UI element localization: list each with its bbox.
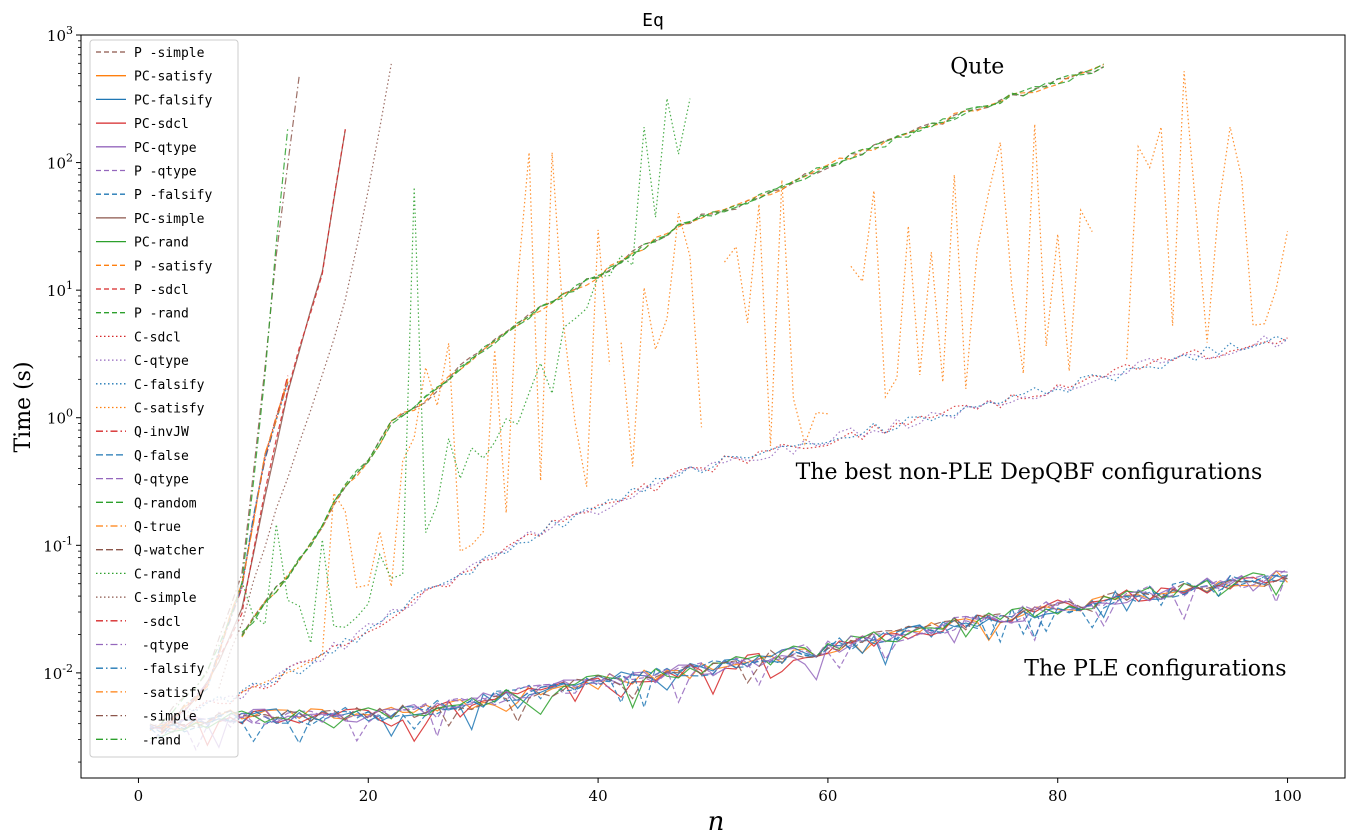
legend-label: P -rand bbox=[134, 307, 189, 322]
series-line-15 bbox=[241, 71, 1289, 693]
series-line-21 bbox=[149, 577, 1288, 729]
x-tick-label: 80 bbox=[1048, 787, 1067, 805]
legend-label: C-satisfy bbox=[134, 402, 205, 417]
legend-label: PC-simple bbox=[134, 212, 205, 227]
series-line-18 bbox=[149, 572, 1289, 739]
series-line-9 bbox=[241, 64, 1104, 638]
legend-label: C-rand bbox=[134, 567, 181, 582]
x-tick-label: 100 bbox=[1273, 787, 1302, 805]
chart-title: Eq bbox=[642, 10, 664, 31]
plot-frame bbox=[80, 34, 1346, 779]
legend-label: Q-true bbox=[134, 520, 181, 535]
annotation-0: Qute bbox=[950, 54, 1004, 79]
series-line-13 bbox=[172, 334, 1288, 720]
y-tick-label: 10-2 bbox=[43, 662, 73, 683]
series-line-3 bbox=[149, 574, 1288, 747]
plot-lines bbox=[149, 63, 1289, 752]
legend-label: Q-watcher bbox=[134, 544, 205, 559]
y-tick-label: 10-1 bbox=[43, 534, 73, 555]
legend-label: PC-rand bbox=[134, 236, 189, 251]
legend-label: P -simple bbox=[134, 46, 205, 61]
legend-label: Q-random bbox=[134, 496, 197, 511]
legend-label: C-simple bbox=[134, 591, 197, 606]
legend-box bbox=[89, 39, 239, 758]
annotation-1: The best non-PLE DepQBF configurations bbox=[796, 460, 1263, 485]
legend-label: -simple bbox=[134, 710, 197, 725]
legend-label: PC-qtype bbox=[134, 141, 197, 156]
x-axis-label: n bbox=[708, 807, 725, 837]
series-line-23 bbox=[218, 63, 392, 689]
y-tick-label: 101 bbox=[47, 279, 73, 300]
series-line-19 bbox=[241, 63, 1104, 633]
y-axis-label: Time (s) bbox=[11, 361, 36, 452]
series-line-12 bbox=[172, 337, 1288, 721]
legend-label: PC-sdcl bbox=[134, 117, 189, 132]
legend-label: C-falsify bbox=[134, 378, 205, 393]
legend-label: Q-false bbox=[134, 449, 189, 464]
legend-label: -satisfy bbox=[134, 686, 205, 701]
legend: P -simple PC-satisfy PC-falsify PC-sdcl PC-q… bbox=[89, 39, 239, 758]
legend-label: Q-invJW bbox=[134, 425, 189, 440]
series-line-0 bbox=[241, 65, 1105, 636]
legend-label: P -satisfy bbox=[134, 259, 212, 274]
legend-label: -qtype bbox=[134, 639, 189, 654]
annotation-2: The PLE configurations bbox=[1024, 657, 1286, 682]
series-line-5 bbox=[149, 568, 1288, 752]
legend-label: P -sdcl bbox=[134, 283, 189, 298]
series-line-6 bbox=[149, 577, 1288, 743]
legend-label: PC-falsify bbox=[134, 93, 212, 108]
legend-label: P -falsify bbox=[134, 188, 212, 203]
x-tick-label: 0 bbox=[134, 787, 144, 805]
legend-label: Q-qtype bbox=[134, 473, 189, 488]
annotations: Qute The best non-PLE DepQBF configuratio… bbox=[796, 54, 1287, 681]
x-tick-label: 20 bbox=[359, 787, 378, 805]
legend-label: C-qtype bbox=[134, 354, 189, 369]
y-tick-label: 100 bbox=[47, 407, 73, 428]
legend-label: C-sdcl bbox=[134, 330, 181, 345]
legend-label: PC-satisfy bbox=[134, 70, 212, 85]
legend-label: -sdcl bbox=[134, 615, 181, 630]
series-line-11 bbox=[241, 66, 1104, 637]
legend-label: -falsify bbox=[134, 662, 205, 677]
y-axis-ticks: 10-2 10-1 100 101 102 103 bbox=[43, 24, 81, 763]
x-tick-label: 40 bbox=[589, 787, 608, 805]
legend-label: P -qtype bbox=[134, 165, 197, 180]
x-tick-label: 60 bbox=[818, 787, 837, 805]
y-tick-label: 103 bbox=[47, 24, 73, 45]
legend-label: -rand bbox=[134, 733, 181, 748]
y-tick-label: 102 bbox=[47, 152, 73, 173]
x-axis-ticks: 0 20 40 60 80 100 bbox=[134, 778, 1302, 805]
series-line-22 bbox=[241, 98, 691, 644]
